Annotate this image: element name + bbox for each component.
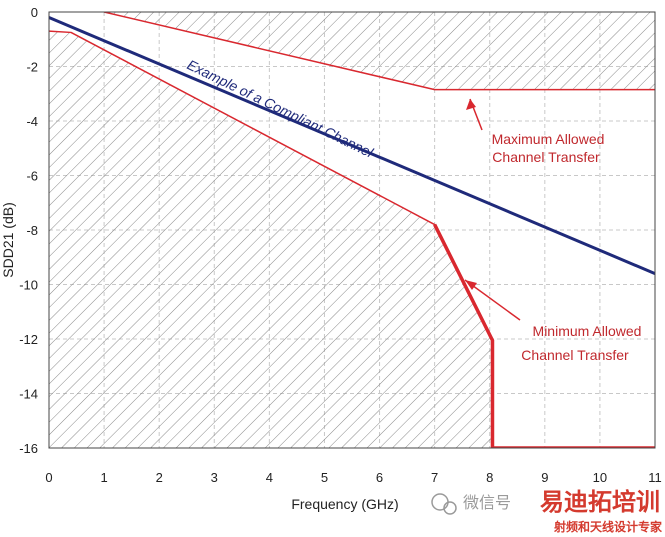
y-axis-label: SDD21 (dB): [0, 202, 16, 277]
y-tick-label: -4: [26, 114, 38, 129]
x-axis-label: Frequency (GHz): [291, 496, 398, 512]
compliant-channel-line: [49, 16, 655, 275]
x-tick-label: 3: [211, 470, 218, 485]
min-annotation-line1: Minimum Allowed: [533, 323, 642, 339]
watermark-wechat-text: 微信号: [463, 493, 511, 512]
series-lines: [49, 12, 655, 448]
y-tick-labels: 0 -2 -4 -6 -8 -10 -12 -14 -16: [19, 5, 38, 456]
watermark-subtitle: 射频和天线设计专家: [553, 519, 663, 534]
y-tick-label: -12: [19, 332, 38, 347]
forbidden-region-min: [49, 31, 655, 448]
x-tick-label: 0: [45, 470, 52, 485]
y-tick-label: -6: [26, 169, 38, 184]
y-tick-label: -16: [19, 441, 38, 456]
x-tick-label: 11: [648, 470, 662, 485]
min-arrowhead: [465, 280, 477, 290]
y-tick-label: -10: [19, 278, 38, 293]
y-tick-label: 0: [31, 5, 38, 20]
x-tick-labels: 0 1 2 3 4 5 6 7 8 9 10 11: [45, 470, 661, 485]
x-tick-label: 4: [266, 470, 273, 485]
watermark-brand: 易迪拓培训: [540, 488, 660, 516]
x-tick-label: 6: [376, 470, 383, 485]
x-tick-label: 8: [486, 470, 493, 485]
x-tick-label: 9: [541, 470, 548, 485]
hatched-regions: [49, 12, 655, 448]
x-tick-label: 2: [156, 470, 163, 485]
plot-frame: [48, 11, 656, 449]
max-annotation-line1: Maximum Allowed: [492, 131, 605, 147]
y-tick-label: -14: [19, 387, 38, 402]
min-annotation-line2: Channel Transfer: [521, 347, 629, 363]
x-tick-label: 1: [100, 470, 107, 485]
watermark: 微信号 易迪拓培训 射频和天线设计专家: [431, 488, 663, 534]
forbidden-region-max: [104, 12, 655, 90]
min-allowed-line-thick: [433, 223, 655, 448]
y-tick-label: -8: [26, 223, 38, 238]
x-tick-label: 7: [431, 470, 438, 485]
x-tick-label: 10: [593, 470, 607, 485]
wechat-icon: [431, 493, 457, 515]
y-tick-label: -2: [26, 60, 38, 75]
max-allowed-line: [103, 12, 655, 91]
x-tick-label: 5: [321, 470, 328, 485]
max-annotation-line2: Channel Transfer: [492, 149, 600, 165]
max-arrowhead: [466, 99, 476, 110]
